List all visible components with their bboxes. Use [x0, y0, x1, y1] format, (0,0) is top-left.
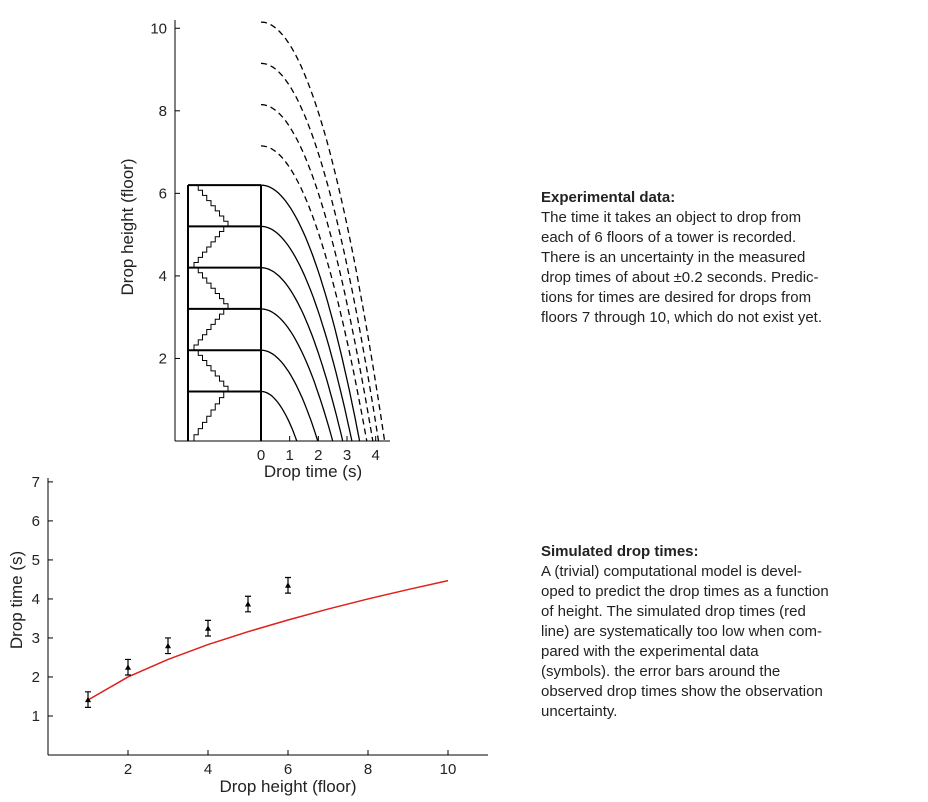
drop-curve — [260, 103, 374, 442]
y-axis-label: Drop time (s) — [7, 551, 26, 649]
note-line: drop times of about ±0.2 seconds. Predic… — [541, 269, 819, 286]
note-line: of height. The simulated drop times (red — [541, 603, 806, 620]
staircase — [193, 225, 228, 268]
x-axis-label: Drop height (floor) — [219, 777, 356, 796]
y-tick-label: 4 — [32, 591, 40, 608]
note-line: The time it takes an object to drop from — [541, 209, 802, 226]
drop-curve — [260, 62, 380, 442]
x-tick-label: 2 — [124, 761, 132, 778]
y-tick-label: 10 — [150, 20, 167, 37]
note-line: uncertainty. — [541, 703, 618, 720]
staircase — [194, 267, 229, 309]
y-tick-label: 4 — [159, 268, 167, 285]
drop-curve — [260, 145, 368, 442]
y-tick-label: 8 — [159, 103, 167, 120]
drop-curve — [260, 225, 353, 442]
staircase — [193, 308, 228, 351]
x-tick-label: 4 — [371, 447, 379, 464]
x-tick-label: 2 — [314, 447, 322, 464]
note-line: A (trivial) computational model is devel… — [541, 563, 802, 580]
x-tick-label: 10 — [440, 761, 457, 778]
y-tick-label: 2 — [159, 350, 167, 367]
drop-curve — [261, 390, 298, 442]
drop-curve — [260, 184, 361, 442]
drop-curve — [260, 21, 386, 442]
observed-point — [125, 664, 131, 670]
x-tick-label: 3 — [343, 447, 351, 464]
y-tick-label: 2 — [32, 669, 40, 686]
drop-curve — [260, 308, 334, 442]
note-heading: Experimental data: — [541, 189, 676, 206]
note-experimental: Experimental data: The time it takes an o… — [541, 188, 822, 328]
observed-point — [285, 582, 291, 588]
note-line: each of 6 floors of a tower is recorded. — [541, 229, 797, 246]
staircase — [194, 349, 229, 392]
y-tick-label: 1 — [32, 708, 40, 725]
note-line: observed drop times show the observation — [541, 683, 823, 700]
x-tick-label: 0 — [257, 447, 265, 464]
note-line: oped to predict the drop times as a func… — [541, 583, 829, 600]
observed-point — [245, 601, 251, 607]
note-line: (symbols). the error bars around the — [541, 663, 781, 680]
note-line: tions for times are desired for drops fr… — [541, 289, 812, 306]
x-tick-label: 4 — [204, 761, 212, 778]
y-tick-label: 6 — [159, 185, 167, 202]
y-tick-label: 5 — [32, 552, 40, 569]
x-tick-label: 8 — [364, 761, 372, 778]
drop-curve — [260, 266, 344, 442]
note-line: There is an uncertainty in the measured — [541, 249, 806, 266]
note-heading: Simulated drop times: — [541, 543, 699, 560]
y-tick-label: 6 — [32, 513, 40, 530]
note-line: line) are systematically too low when co… — [541, 623, 822, 640]
staircase — [193, 390, 228, 441]
x-tick-label: 6 — [284, 761, 292, 778]
note-line: floors 7 through 10, which do not exist … — [541, 309, 822, 326]
observed-point — [85, 696, 91, 703]
simulated-line — [87, 579, 449, 701]
note-line: pared with the experimental data — [541, 643, 759, 660]
drop-curve — [260, 349, 319, 442]
x-tick-label: 1 — [285, 447, 293, 464]
x-axis-label: Drop time (s) — [264, 462, 362, 481]
y-tick-label: 3 — [32, 630, 40, 647]
staircase — [194, 184, 229, 227]
observed-point — [205, 625, 211, 631]
note-simulated: Simulated drop times: A (trivial) computa… — [541, 542, 829, 722]
observed-point — [165, 642, 171, 649]
y-tick-label: 7 — [32, 474, 40, 491]
y-axis-label: Drop height (floor) — [118, 158, 137, 295]
